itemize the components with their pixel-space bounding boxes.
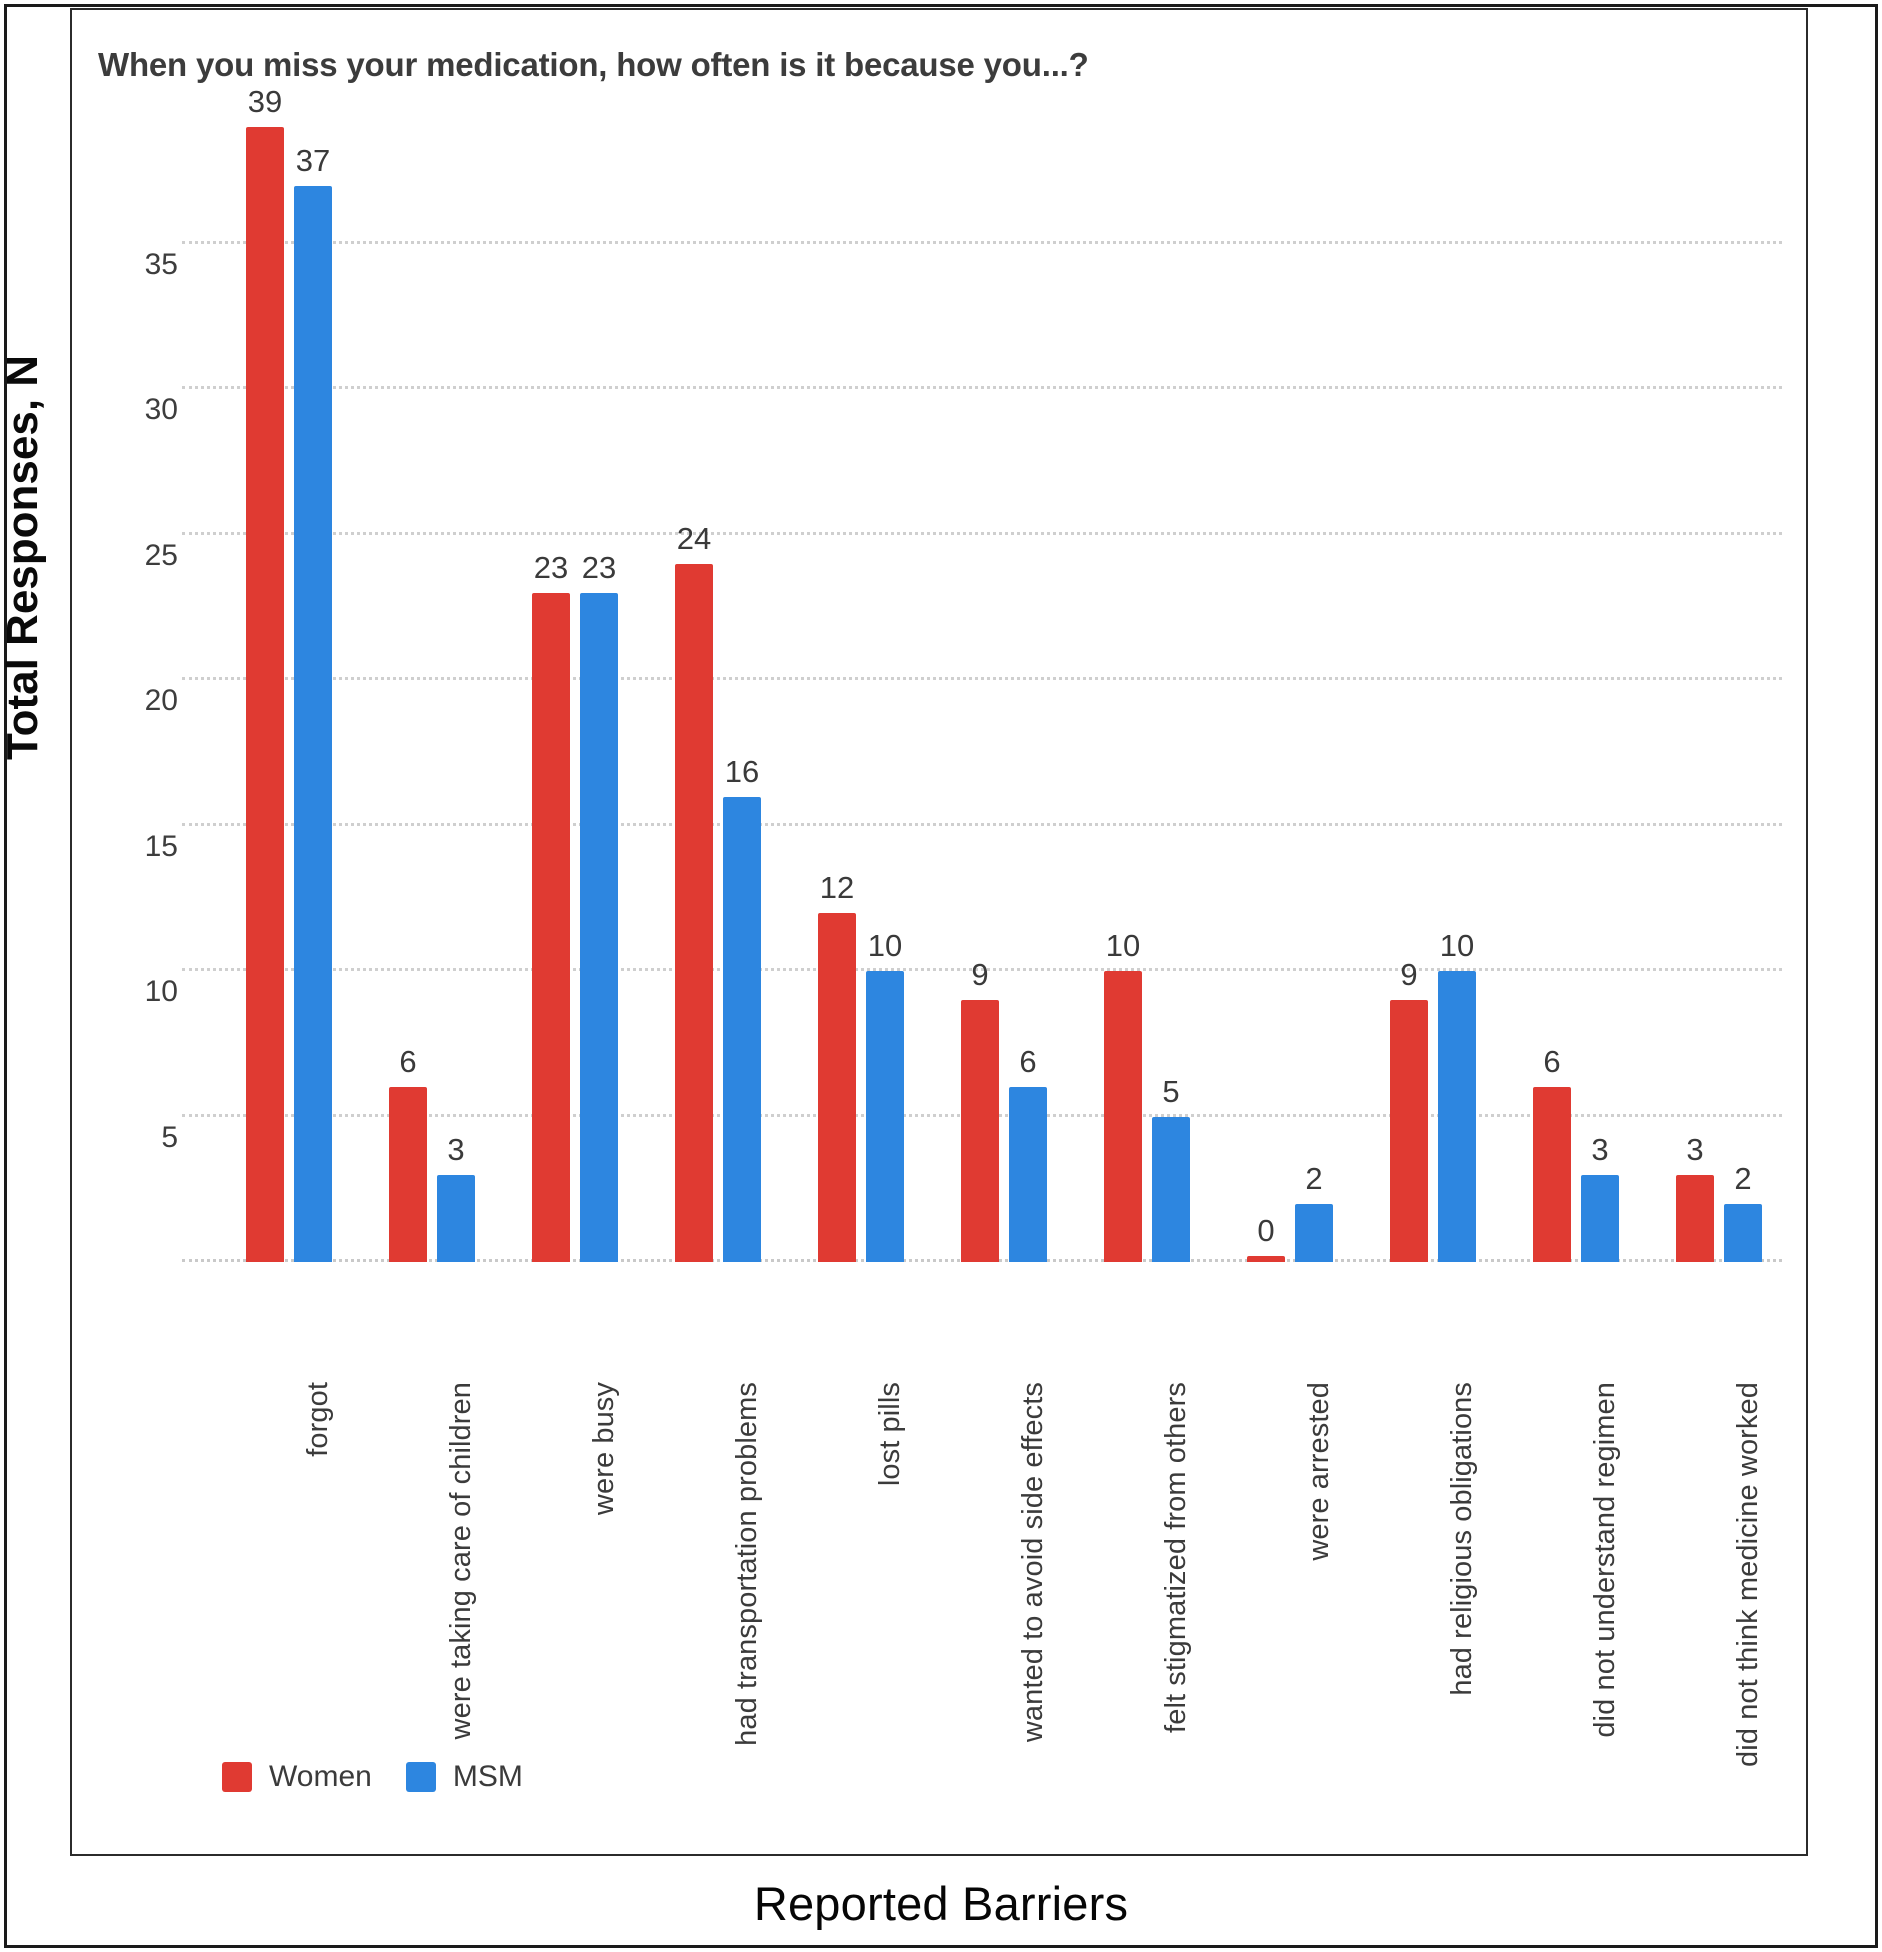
bar-value-label: 6 xyxy=(399,1044,417,1080)
x-axis-category-label: were arrested xyxy=(1303,1382,1335,1561)
bar-msm[interactable] xyxy=(294,185,332,1262)
x-axis-category-label: were taking care of children xyxy=(445,1382,477,1740)
bar-value-label: 37 xyxy=(295,142,331,178)
bar-value-label: 3 xyxy=(1686,1131,1704,1167)
bar-value-label: 2 xyxy=(1305,1160,1323,1196)
bar-women[interactable] xyxy=(246,127,284,1262)
y-axis-tick-label: 5 xyxy=(161,1120,178,1154)
bar-value-label: 2 xyxy=(1734,1160,1752,1196)
bar-women[interactable] xyxy=(818,912,856,1262)
gridline xyxy=(182,240,1782,244)
bar-msm[interactable] xyxy=(1581,1174,1619,1262)
bar-value-label: 9 xyxy=(1400,957,1418,993)
y-axis-tick-label: 10 xyxy=(144,975,178,1009)
plot-area: 5 10 15 20 25 30 35 39 37 forgot 6 3 were taking car… xyxy=(145,86,1782,1767)
bar-value-label: 10 xyxy=(1105,928,1141,964)
bar-msm[interactable] xyxy=(1438,971,1476,1262)
x-axis-category-label: had religious obligations xyxy=(1446,1382,1478,1696)
bar-value-label: 6 xyxy=(1019,1044,1037,1080)
bar-group: 12 10 xyxy=(818,110,908,1262)
bar-msm[interactable] xyxy=(1724,1203,1762,1262)
legend-label: Women xyxy=(269,1760,372,1793)
gridline xyxy=(182,531,1782,535)
bar-msm[interactable] xyxy=(437,1174,475,1262)
bar-value-label: 23 xyxy=(533,549,569,585)
x-axis-category-label: forgot xyxy=(302,1382,334,1457)
bar-group: 39 37 xyxy=(246,86,336,1262)
bar-msm[interactable] xyxy=(1295,1203,1333,1262)
chart-panel: When you miss your medication, how often… xyxy=(70,8,1808,1856)
bar-women[interactable] xyxy=(389,1087,427,1262)
y-axis-tick-label: 35 xyxy=(144,247,178,281)
bar-value-label: 16 xyxy=(724,753,760,789)
bar-women[interactable] xyxy=(1676,1174,1714,1262)
x-axis-category-label: wanted to avoid side effects xyxy=(1017,1382,1049,1743)
bar-value-label: 10 xyxy=(867,928,903,964)
gridline xyxy=(182,386,1782,390)
bar-women[interactable] xyxy=(532,592,570,1262)
x-axis-category-label: did not think medicine worked xyxy=(1732,1382,1764,1767)
bar-msm[interactable] xyxy=(580,592,618,1262)
x-axis-title: Reported Barriers xyxy=(753,1877,1129,1930)
legend-label: MSM xyxy=(452,1760,523,1793)
x-axis-category-label: had transportation problems xyxy=(731,1382,763,1746)
bar-value-label: 6 xyxy=(1543,1044,1561,1080)
bar-msm[interactable] xyxy=(723,796,761,1262)
bar-value-label: 3 xyxy=(447,1131,465,1167)
bar-group: 9 10 xyxy=(1390,110,1480,1262)
bar-women[interactable] xyxy=(1247,1256,1285,1262)
bar-group: 23 23 xyxy=(532,110,622,1262)
legend-item[interactable]: Women xyxy=(222,1760,372,1794)
bar-msm[interactable] xyxy=(1009,1087,1047,1262)
bar-value-label: 9 xyxy=(971,957,989,993)
gridline xyxy=(182,677,1782,681)
bar-group: 10 5 xyxy=(1104,110,1194,1262)
bar-value-label: 12 xyxy=(819,869,855,905)
bar-msm[interactable] xyxy=(866,971,904,1262)
bar-women[interactable] xyxy=(1390,1000,1428,1262)
bar-value-label: 5 xyxy=(1162,1073,1180,1109)
bar-women[interactable] xyxy=(1104,971,1142,1262)
x-axis-category-label: felt stigmatized from others xyxy=(1160,1382,1192,1733)
chart-title: When you miss your medication, how often… xyxy=(98,46,1089,83)
bar-value-label: 23 xyxy=(581,549,617,585)
legend-swatch-icon xyxy=(405,1762,436,1792)
bar-value-label: 39 xyxy=(247,84,283,120)
y-axis-tick-label: 30 xyxy=(144,393,178,427)
bar-value-label: 24 xyxy=(676,520,712,556)
gridline xyxy=(182,822,1782,826)
y-axis-title: Total Responses, N xyxy=(0,354,47,760)
chart-legend: Women MSM xyxy=(222,1760,523,1794)
x-axis-category-label: were busy xyxy=(588,1382,620,1516)
bar-women[interactable] xyxy=(1533,1087,1571,1262)
bar-women[interactable] xyxy=(675,563,713,1262)
gridline xyxy=(182,968,1782,972)
bar-group: 24 16 xyxy=(675,110,765,1262)
bar-value-label: 0 xyxy=(1257,1213,1275,1248)
y-axis-tick-label: 20 xyxy=(144,684,178,718)
y-axis-tick-label: 25 xyxy=(144,538,178,572)
bar-value-label: 10 xyxy=(1439,928,1475,964)
bar-msm[interactable] xyxy=(1152,1116,1190,1262)
legend-swatch-icon xyxy=(222,1762,252,1792)
x-axis-category-label: lost pills xyxy=(874,1382,906,1487)
legend-item[interactable]: MSM xyxy=(405,1760,523,1794)
x-axis-category-label: did not understand regimen xyxy=(1589,1382,1621,1738)
y-axis-tick-label: 15 xyxy=(144,829,178,863)
bar-women[interactable] xyxy=(961,1000,999,1262)
bar-value-label: 3 xyxy=(1591,1131,1609,1167)
